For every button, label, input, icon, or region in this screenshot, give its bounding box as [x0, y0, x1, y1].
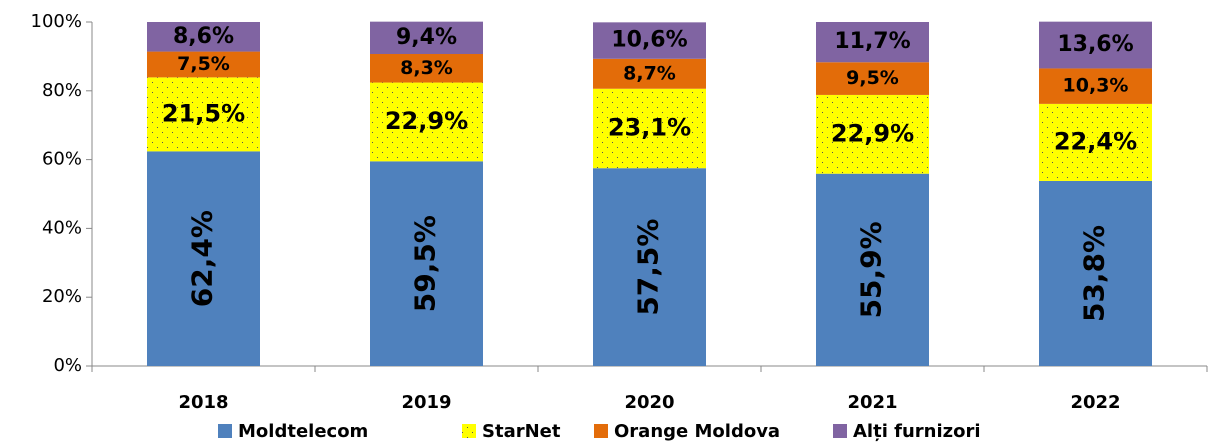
y-tick-label: 0% — [53, 355, 82, 376]
y-tick-label: 100% — [31, 11, 82, 32]
x-tick-label: 2018 — [178, 392, 228, 413]
value-label: 8,6% — [173, 24, 234, 49]
legend-swatch — [594, 424, 608, 438]
value-label: 13,6% — [1057, 32, 1133, 57]
bar-segment — [816, 22, 929, 63]
legend-label: StarNet — [482, 421, 561, 442]
value-label: 8,3% — [400, 57, 453, 79]
value-label: 22,4% — [1054, 127, 1137, 155]
bar-segment — [816, 94, 929, 174]
value-label: 22,9% — [831, 119, 914, 147]
bar-segment — [1039, 180, 1152, 366]
value-label: 21,5% — [162, 99, 245, 127]
bar-segment — [1039, 103, 1152, 181]
bar-segment — [147, 151, 260, 366]
legend-swatch — [833, 424, 847, 438]
bar-segment — [593, 22, 706, 59]
x-tick-label: 2020 — [624, 392, 674, 413]
value-label: 10,3% — [1063, 75, 1129, 97]
value-label: 9,5% — [846, 67, 899, 89]
y-tick-label: 40% — [42, 217, 82, 238]
legend-swatch — [218, 424, 232, 438]
value-label: 8,7% — [623, 62, 676, 84]
bar-segment — [816, 173, 929, 366]
bar-segment — [370, 53, 483, 83]
value-label: 55,9% — [855, 221, 888, 318]
legend-label: Orange Moldova — [614, 421, 780, 442]
value-label: 57,5% — [632, 219, 665, 316]
legend-swatch — [462, 424, 476, 438]
value-label: 59,5% — [409, 215, 442, 312]
y-tick-label: 20% — [42, 286, 82, 307]
legend-label: Alți furnizori — [853, 421, 981, 442]
bar-segment — [593, 88, 706, 169]
bar-segment — [593, 58, 706, 89]
bar-segment — [1039, 68, 1152, 104]
value-label: 62,4% — [186, 210, 219, 307]
bar-segment — [370, 161, 483, 366]
bar-segment — [816, 62, 929, 95]
value-label: 9,4% — [396, 25, 457, 50]
bar-segment — [370, 82, 483, 162]
value-label: 10,6% — [611, 28, 687, 53]
value-label: 7,5% — [177, 53, 230, 75]
x-tick-label: 2019 — [401, 392, 451, 413]
bar-segment — [370, 21, 483, 54]
bar-segment — [147, 51, 260, 78]
bar-segment — [147, 77, 260, 152]
legend-label: Moldtelecom — [238, 421, 368, 442]
bar-segment — [593, 168, 706, 366]
value-label: 23,1% — [608, 113, 691, 141]
x-tick-label: 2021 — [847, 392, 897, 413]
x-tick-label: 2022 — [1070, 392, 1120, 413]
y-tick-label: 60% — [42, 149, 82, 170]
bar-segment — [147, 22, 260, 52]
bar-segment — [1039, 21, 1152, 69]
value-label: 53,8% — [1078, 225, 1111, 322]
value-label: 22,9% — [385, 107, 468, 135]
y-tick-label: 80% — [42, 80, 82, 101]
value-label: 11,7% — [834, 29, 910, 54]
